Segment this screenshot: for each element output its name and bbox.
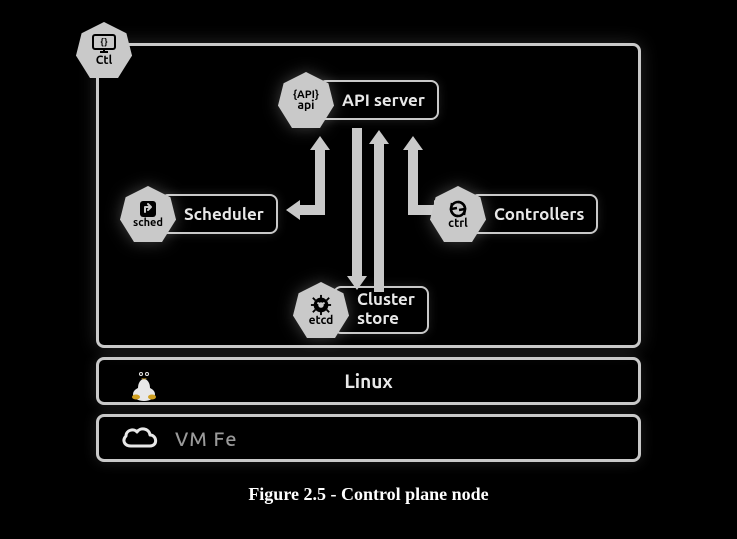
refresh-cycle-icon [447,199,469,219]
controllers-component: ctrl Controllers [430,186,598,242]
linux-label: Linux [344,370,392,392]
arrowhead-up-icon [369,130,389,144]
cloud-icon [119,424,161,452]
scheduler-component: sched Scheduler [120,186,278,242]
arrow-api-to-sched-h [297,205,325,215]
arrow-api-to-sched-v [315,148,325,184]
ctrl-badge-sub: ctrl [448,217,468,230]
sched-badge-sub: sched [133,217,163,229]
ctl-label: Ctl [96,54,112,67]
monitor-braces-icon: {} [91,34,117,56]
api-label: API server [318,80,439,120]
scheduler-label: Scheduler [160,194,278,234]
api-badge-sub: api [297,99,314,112]
api-server-component: {API} api API server [278,72,439,128]
arrow-api-to-etcd [352,128,362,278]
vm-label: VM Fe [175,427,237,450]
gear-icon [309,294,333,316]
controllers-label: Controllers [470,194,598,234]
svg-text:{}: {} [100,37,107,47]
figure-caption: Figure 2.5 - Control plane node [0,484,737,505]
vm-layer: VM Fe [96,414,641,462]
turn-arrow-icon [137,199,159,219]
arrowhead-down-icon [347,276,367,290]
arrow-api-to-ctrl-v [408,148,418,184]
linux-layer: Linux [96,357,641,405]
arrowhead-left-icon [286,200,300,220]
arrowhead-up-ctrl-icon [403,136,423,150]
arrow-etcd-to-api [374,142,384,292]
ctl-badge: {} Ctl [76,22,132,78]
arrowhead-up-sched-icon [310,136,330,150]
etcd-badge-sub: etcd [309,314,334,327]
etcd-component: etcd Clusterstore [293,282,429,338]
tux-icon [129,364,159,406]
